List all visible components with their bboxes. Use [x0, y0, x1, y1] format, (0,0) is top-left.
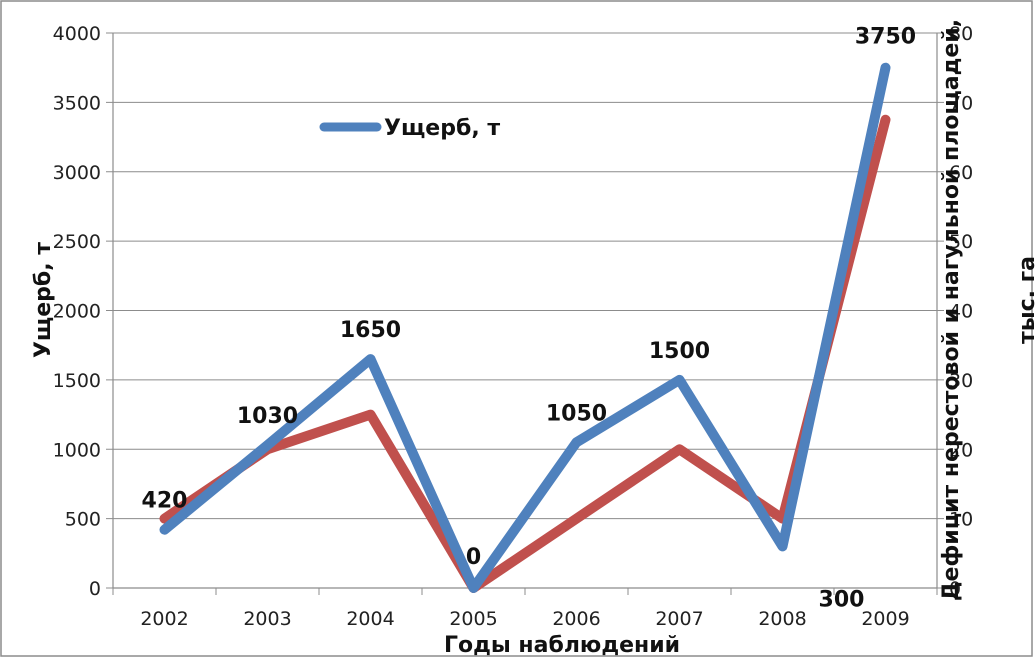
- data-label: 420: [142, 489, 188, 514]
- data-label: 0: [466, 545, 481, 570]
- x-tick-label: 2002: [140, 608, 188, 630]
- y2-tick-label: 70: [949, 92, 973, 114]
- x-tick-label: 2004: [346, 608, 394, 630]
- x-tick-label: 2009: [861, 608, 909, 630]
- y-tick-label: 4000: [53, 23, 101, 45]
- data-label: 1030: [237, 404, 298, 429]
- y-tick-label: 500: [65, 509, 101, 531]
- axes: [106, 32, 944, 595]
- data-label: 1500: [649, 339, 710, 364]
- series-line-1: [159, 114, 891, 593]
- x-tick-label: 2006: [552, 608, 600, 630]
- y-tick-label: 2000: [53, 301, 101, 323]
- x-tick-label: 2007: [655, 608, 703, 630]
- series-line-0: [159, 62, 891, 593]
- tick-labels: 0500100015002000250030003500400001020304…: [53, 23, 974, 630]
- x-tick-label: 2003: [243, 608, 291, 630]
- series-lines: [159, 62, 891, 593]
- y2-tick-label: 30: [949, 370, 973, 392]
- y2-tick-label: 80: [949, 23, 973, 45]
- y-axis-title: Ущерб, т: [31, 242, 56, 358]
- y2-axis-title-line2: тыс. га: [1015, 256, 1035, 344]
- data-label: 3750: [855, 25, 916, 50]
- y-tick-label: 3500: [53, 92, 101, 114]
- y2-tick-label: 40: [949, 301, 973, 323]
- y2-axis-title-line1: Дефицит нерестовой и нагульной площадей,: [939, 19, 964, 601]
- y2-tick-label: 60: [949, 162, 973, 184]
- data-labels: 420 1030 1650 0 1050 1500 300 3750: [142, 25, 917, 613]
- y-tick-label: 3000: [53, 162, 101, 184]
- x-axis-title: Годы наблюдений: [444, 633, 680, 658]
- legend-label: Ущерб, т: [384, 116, 500, 141]
- data-label: 1050: [546, 401, 607, 426]
- y-tick-label: 0: [89, 578, 101, 600]
- y-tick-label: 1500: [53, 370, 101, 392]
- y2-tick-label: 20: [949, 439, 973, 461]
- y-tick-label: 2500: [53, 231, 101, 253]
- y-tick-label: 1000: [53, 439, 101, 461]
- y2-tick-label: 10: [949, 509, 973, 531]
- y2-tick-label: 0: [949, 578, 961, 600]
- data-label: 300: [819, 587, 865, 612]
- x-tick-label: 2005: [449, 608, 497, 630]
- y2-tick-label: 50: [949, 231, 973, 253]
- x-tick-label: 2008: [758, 608, 806, 630]
- data-label: 1650: [340, 318, 401, 343]
- legend: Ущерб, т: [319, 116, 500, 141]
